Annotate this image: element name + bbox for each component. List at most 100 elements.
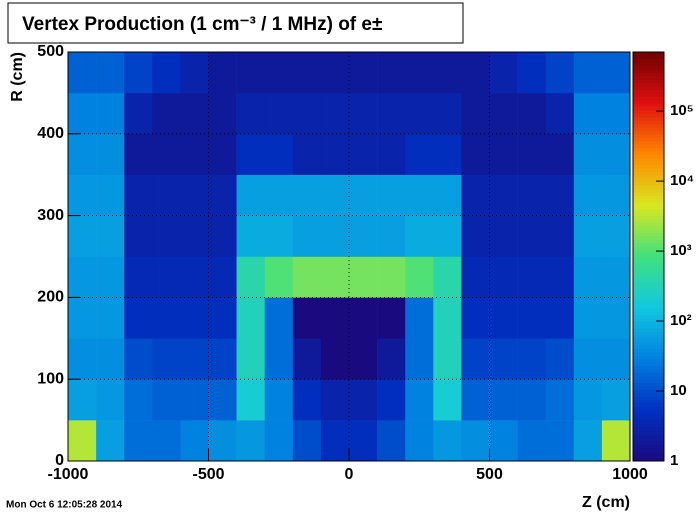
colorbar-segment bbox=[633, 86, 664, 90]
heatmap-cell bbox=[152, 133, 181, 175]
heatmap-cell bbox=[264, 52, 294, 94]
heatmap-cell bbox=[152, 92, 181, 135]
colorbar-segment bbox=[633, 154, 664, 159]
heatmap-cell bbox=[517, 174, 546, 216]
colorbar-segment bbox=[633, 103, 664, 108]
heatmap-cell bbox=[573, 256, 603, 298]
y-tick-label: 400 bbox=[37, 125, 64, 142]
colorbar-segment bbox=[633, 355, 664, 360]
heatmap-cell bbox=[96, 133, 125, 175]
heatmap-cell bbox=[377, 215, 406, 257]
colorbar-segment bbox=[633, 375, 664, 380]
heatmap-cell bbox=[236, 297, 265, 339]
heatmap-cell bbox=[461, 420, 490, 462]
heatmap-cell bbox=[461, 52, 490, 94]
colorbar-segment bbox=[633, 389, 664, 394]
heatmap-cell bbox=[96, 174, 125, 216]
colorbar-segment bbox=[633, 283, 664, 288]
colorbar-segment bbox=[633, 225, 664, 230]
heatmap-cell bbox=[601, 215, 631, 257]
colorbar-segment bbox=[633, 208, 664, 213]
heatmap-cell bbox=[320, 256, 350, 298]
colorbar-segment bbox=[633, 191, 664, 196]
colorbar-segment bbox=[633, 195, 664, 200]
heatmap-cell bbox=[517, 379, 546, 421]
colorbar-segment bbox=[633, 113, 664, 118]
x-tick-label: 0 bbox=[345, 466, 354, 483]
heatmap-cell bbox=[152, 420, 181, 462]
heatmap-cell bbox=[152, 297, 181, 339]
colorbar-segment bbox=[633, 454, 664, 459]
heatmap-cell bbox=[545, 420, 575, 462]
colorbar-segment bbox=[633, 314, 664, 319]
heatmap-cell bbox=[573, 215, 603, 257]
colorbar-segment bbox=[633, 164, 664, 169]
heatmap-cell bbox=[573, 338, 603, 380]
heatmap-cell bbox=[489, 92, 518, 135]
colorbar-segment bbox=[633, 198, 664, 203]
colorbar-segment bbox=[633, 447, 664, 452]
heatmap-cell bbox=[461, 215, 490, 257]
heatmap-cell bbox=[236, 379, 265, 421]
colorbar-segment bbox=[633, 311, 664, 315]
colorbar-segment bbox=[633, 212, 664, 217]
heatmap-cell bbox=[349, 92, 378, 135]
heatmap-cell bbox=[96, 215, 125, 257]
colorbar-segment bbox=[633, 443, 664, 448]
colorbar-segment bbox=[633, 273, 664, 278]
heatmap-cell bbox=[349, 174, 378, 216]
heatmap-cell bbox=[124, 133, 153, 175]
colorbar-segment bbox=[633, 215, 664, 220]
heatmap-cell bbox=[68, 92, 97, 135]
y-tick-label: 100 bbox=[37, 370, 64, 387]
heatmap-cell bbox=[292, 215, 322, 257]
heatmap-cell bbox=[264, 215, 294, 257]
heatmap-cell bbox=[405, 92, 434, 135]
colorbar-segment bbox=[633, 307, 664, 312]
heatmap-cell bbox=[208, 133, 237, 175]
heatmap-cell bbox=[180, 256, 209, 298]
colorbar-segment bbox=[633, 406, 664, 411]
colorbar-segment bbox=[633, 280, 664, 285]
colorbar-segment bbox=[633, 304, 664, 309]
heatmap-cell bbox=[349, 133, 378, 175]
heatmap-cell bbox=[461, 338, 490, 380]
colorbar-segment bbox=[633, 276, 664, 281]
colorbar-segment bbox=[633, 426, 664, 431]
colorbar-segment bbox=[633, 133, 664, 138]
heatmap-cell bbox=[489, 420, 518, 462]
heatmap-cell bbox=[152, 215, 181, 257]
colorbar-frame bbox=[632, 51, 665, 462]
heatmap-cell bbox=[124, 174, 153, 216]
heatmap-cell bbox=[236, 256, 265, 298]
heatmap-cell bbox=[236, 92, 265, 135]
colorbar-segment bbox=[633, 348, 664, 353]
colorbar-segment bbox=[633, 123, 664, 128]
colorbar-segment bbox=[633, 413, 664, 418]
colorbar-segment bbox=[633, 450, 664, 455]
colorbar-segment bbox=[633, 331, 664, 336]
heatmap-cell bbox=[320, 52, 350, 94]
colorbar-tick-label: 10 bbox=[670, 382, 687, 399]
heatmap-cell bbox=[601, 133, 631, 175]
timestamp: Mon Oct 6 12:05:28 2014 bbox=[6, 500, 123, 511]
heatmap-cell bbox=[405, 256, 434, 298]
x-axis-label: Z (cm) bbox=[582, 494, 630, 511]
colorbar-segment bbox=[633, 229, 664, 234]
colorbar-segment bbox=[633, 430, 664, 435]
heatmap-cell bbox=[320, 215, 350, 257]
colorbar-segment bbox=[633, 382, 664, 387]
colorbar-segment bbox=[633, 55, 664, 60]
heatmap-cell bbox=[489, 379, 518, 421]
heatmap-cell bbox=[68, 338, 97, 380]
y-tick-label: 300 bbox=[37, 207, 64, 224]
heatmap-cell bbox=[405, 297, 434, 339]
colorbar-segment bbox=[633, 253, 664, 257]
colorbar-segment bbox=[633, 62, 664, 67]
heatmap-cell bbox=[68, 174, 97, 216]
heatmap-cell bbox=[320, 297, 350, 339]
heatmap-cell bbox=[377, 52, 406, 94]
heatmap-cell bbox=[601, 174, 631, 216]
colorbar-segment bbox=[633, 297, 664, 302]
heatmap-cell bbox=[264, 256, 294, 298]
